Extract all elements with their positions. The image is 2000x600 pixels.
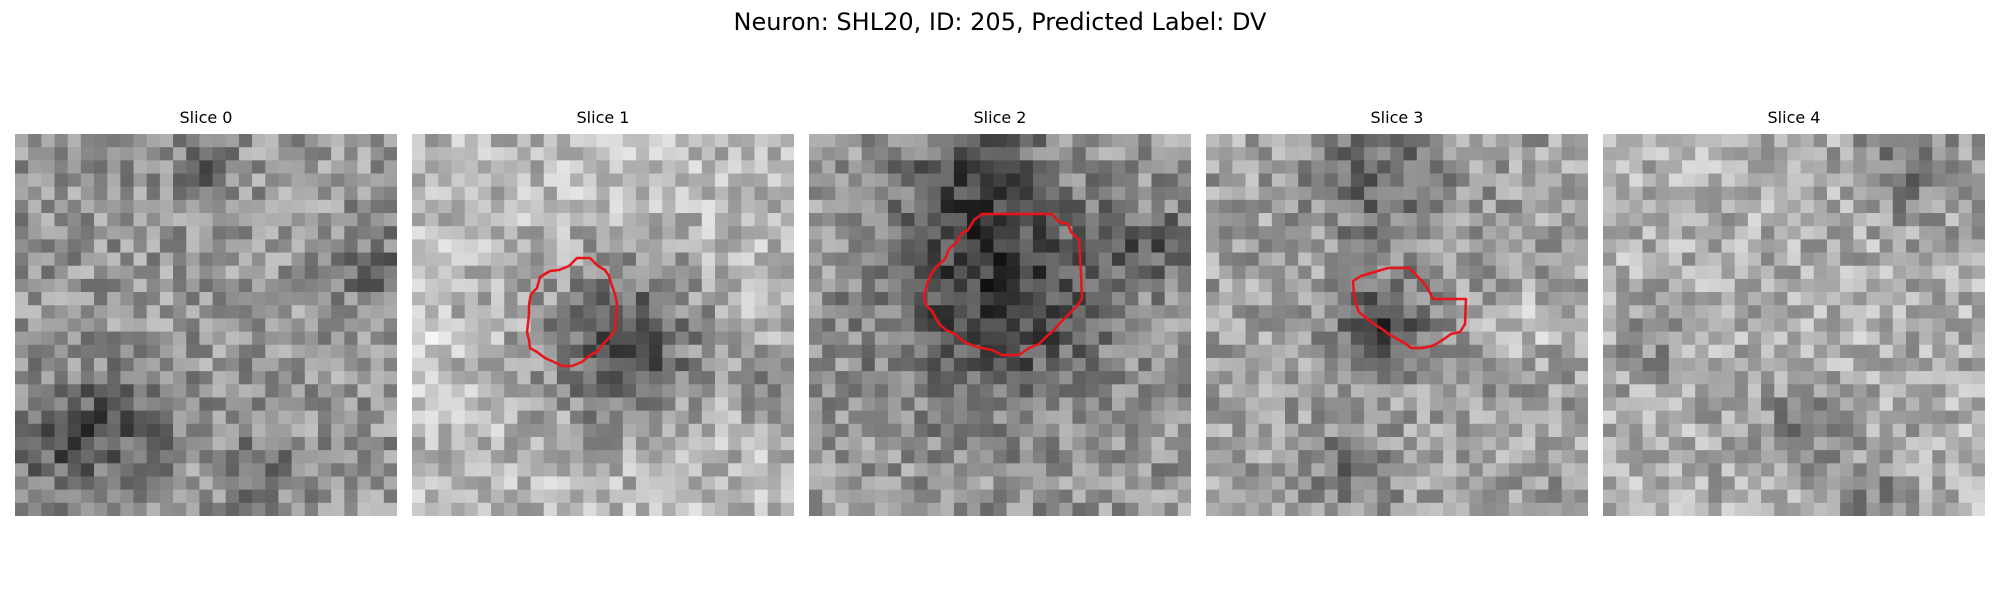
figure-title: Neuron: SHL20, ID: 205, Predicted Label:… [733,8,1267,36]
slice-panel-4: Slice 4 [1603,108,1985,516]
grayscale-pixels [15,134,397,516]
grayscale-pixels [412,134,794,516]
slice-panel-0: Slice 0 [15,108,397,516]
grayscale-pixels [809,134,1191,516]
slice-image-1 [412,134,794,516]
contour-outline [1351,266,1468,350]
slice-title: Slice 2 [973,108,1027,127]
slice-title: Slice 4 [1767,108,1821,127]
contour-outline [525,256,619,368]
grayscale-pixels [1206,134,1588,516]
grayscale-pixels [1603,134,1985,516]
slice-panel-2: Slice 2 [809,108,1191,516]
slice-panel-3: Slice 3 [1206,108,1588,516]
slice-title: Slice 3 [1370,108,1424,127]
slice-image-0 [15,134,397,516]
slice-panel-1: Slice 1 [412,108,794,516]
slice-image-3 [1206,134,1588,516]
slice-image-2 [809,134,1191,516]
contour-outline [922,212,1084,357]
slice-image-4 [1603,134,1985,516]
slice-title: Slice 1 [576,108,630,127]
slice-title: Slice 0 [179,108,233,127]
